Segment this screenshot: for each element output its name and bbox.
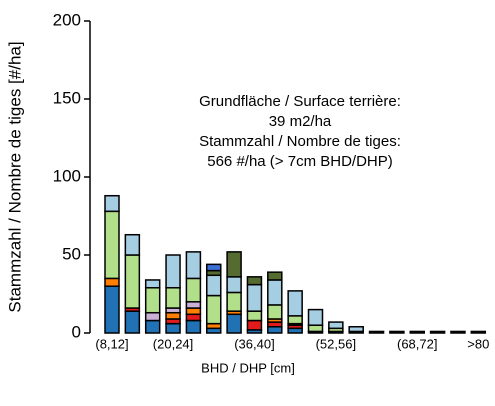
bar-segment xyxy=(287,290,303,317)
bar-segment xyxy=(144,319,161,334)
bar-segment xyxy=(165,254,181,289)
bar-segment xyxy=(267,304,283,320)
annotation: Stammzahl / Nombre de tiges: xyxy=(199,133,401,150)
y-tick-label: 150 xyxy=(53,88,81,107)
bar-segment xyxy=(144,311,161,322)
y-tick-label: 0 xyxy=(72,322,81,341)
bar-segment xyxy=(307,324,324,333)
bar-segment xyxy=(185,319,202,334)
bar-segment xyxy=(246,319,263,331)
y-tick-label: 50 xyxy=(62,244,81,263)
x-tick-label: (68,72] xyxy=(397,336,437,351)
bar-segment xyxy=(185,307,202,316)
bar-segment xyxy=(165,322,181,334)
bar-segment xyxy=(226,276,242,294)
bar-segment xyxy=(226,251,242,278)
bar-segment xyxy=(104,285,120,334)
bar-segment xyxy=(124,254,141,309)
bar-segment xyxy=(267,279,283,306)
bar-segment xyxy=(470,330,487,334)
bar-segment xyxy=(429,330,446,334)
bar-segment xyxy=(185,313,202,322)
bar-segment xyxy=(185,277,202,303)
bar-segment xyxy=(144,287,161,314)
y-tick-label: 100 xyxy=(53,166,81,185)
bar-segment xyxy=(267,326,283,334)
bar-segment xyxy=(124,233,141,256)
bar-segment xyxy=(348,326,364,333)
annotation: 566 #/ha (> 7cm BHD/DHP) xyxy=(207,153,393,170)
x-tick-label: >80 xyxy=(467,336,489,351)
y-axis-title: Stammzahl / Nombre de tiges [#/ha] xyxy=(5,41,24,312)
bar-segment xyxy=(368,330,385,334)
x-tick-label: (20,24] xyxy=(153,336,193,351)
bar-segment xyxy=(246,276,263,286)
x-tick-label: (52,56] xyxy=(316,336,356,351)
bar-segment xyxy=(307,308,324,326)
bar-segment xyxy=(226,291,242,312)
bar-segment xyxy=(206,263,222,272)
bar-segment xyxy=(104,194,120,213)
x-tick-label: (8,12] xyxy=(95,336,128,351)
x-axis-title: BHD / DHP [cm] xyxy=(201,360,295,375)
bar-segment xyxy=(226,313,242,334)
bar-segment xyxy=(267,271,283,281)
bar-segment xyxy=(144,279,161,289)
bar-segment xyxy=(287,315,303,325)
bar-segment xyxy=(409,330,425,334)
bar-segment xyxy=(206,274,222,297)
bar-segment xyxy=(389,330,405,334)
annotation: 39 m2/ha xyxy=(269,113,332,130)
bar-segment xyxy=(246,283,263,312)
bar-segment xyxy=(185,251,202,280)
bar-segment xyxy=(124,310,141,334)
bar-segment xyxy=(165,287,181,309)
bar-segment xyxy=(185,301,202,309)
bar-segment xyxy=(104,210,120,280)
y-tick-label: 200 xyxy=(53,10,81,29)
bar-segment xyxy=(450,330,466,334)
bar-segment xyxy=(246,310,263,322)
annotation: Grundfläche / Surface terrière: xyxy=(199,93,401,110)
x-tick-label: (36,40] xyxy=(234,336,274,351)
bar-segment xyxy=(104,277,120,287)
bar-segment xyxy=(206,294,222,325)
bar-segment xyxy=(328,321,344,330)
bar-segment xyxy=(165,311,181,320)
